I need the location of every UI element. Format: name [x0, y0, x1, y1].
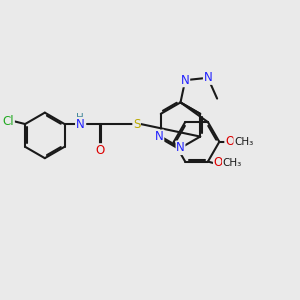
Text: H: H: [76, 112, 84, 123]
Text: O: O: [225, 135, 234, 148]
Text: O: O: [214, 157, 223, 169]
Text: N: N: [155, 130, 164, 143]
Text: CH₃: CH₃: [234, 137, 253, 147]
Text: N: N: [76, 118, 84, 130]
Text: CH₃: CH₃: [223, 158, 242, 168]
Text: O: O: [96, 144, 105, 157]
Text: Cl: Cl: [3, 115, 14, 128]
Text: N: N: [203, 71, 212, 84]
Text: N: N: [176, 142, 185, 154]
Text: S: S: [133, 118, 140, 130]
Text: N: N: [181, 74, 190, 87]
